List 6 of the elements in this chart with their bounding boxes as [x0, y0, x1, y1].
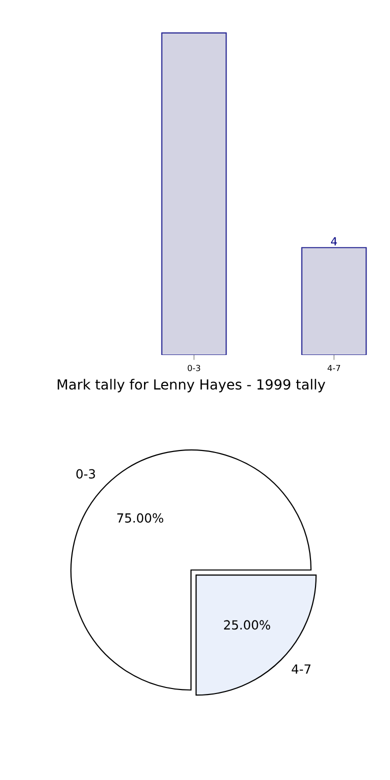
- chart-title: Mark tally for Lenny Hayes - 1999 tally: [58, 378, 326, 392]
- slice-label: 0-3: [76, 469, 95, 479]
- data-label: 75.00%: [117, 513, 164, 523]
- data-label: 4: [331, 237, 337, 246]
- slice-label: 4-7: [292, 664, 310, 674]
- data-label: 25.00%: [224, 620, 270, 630]
